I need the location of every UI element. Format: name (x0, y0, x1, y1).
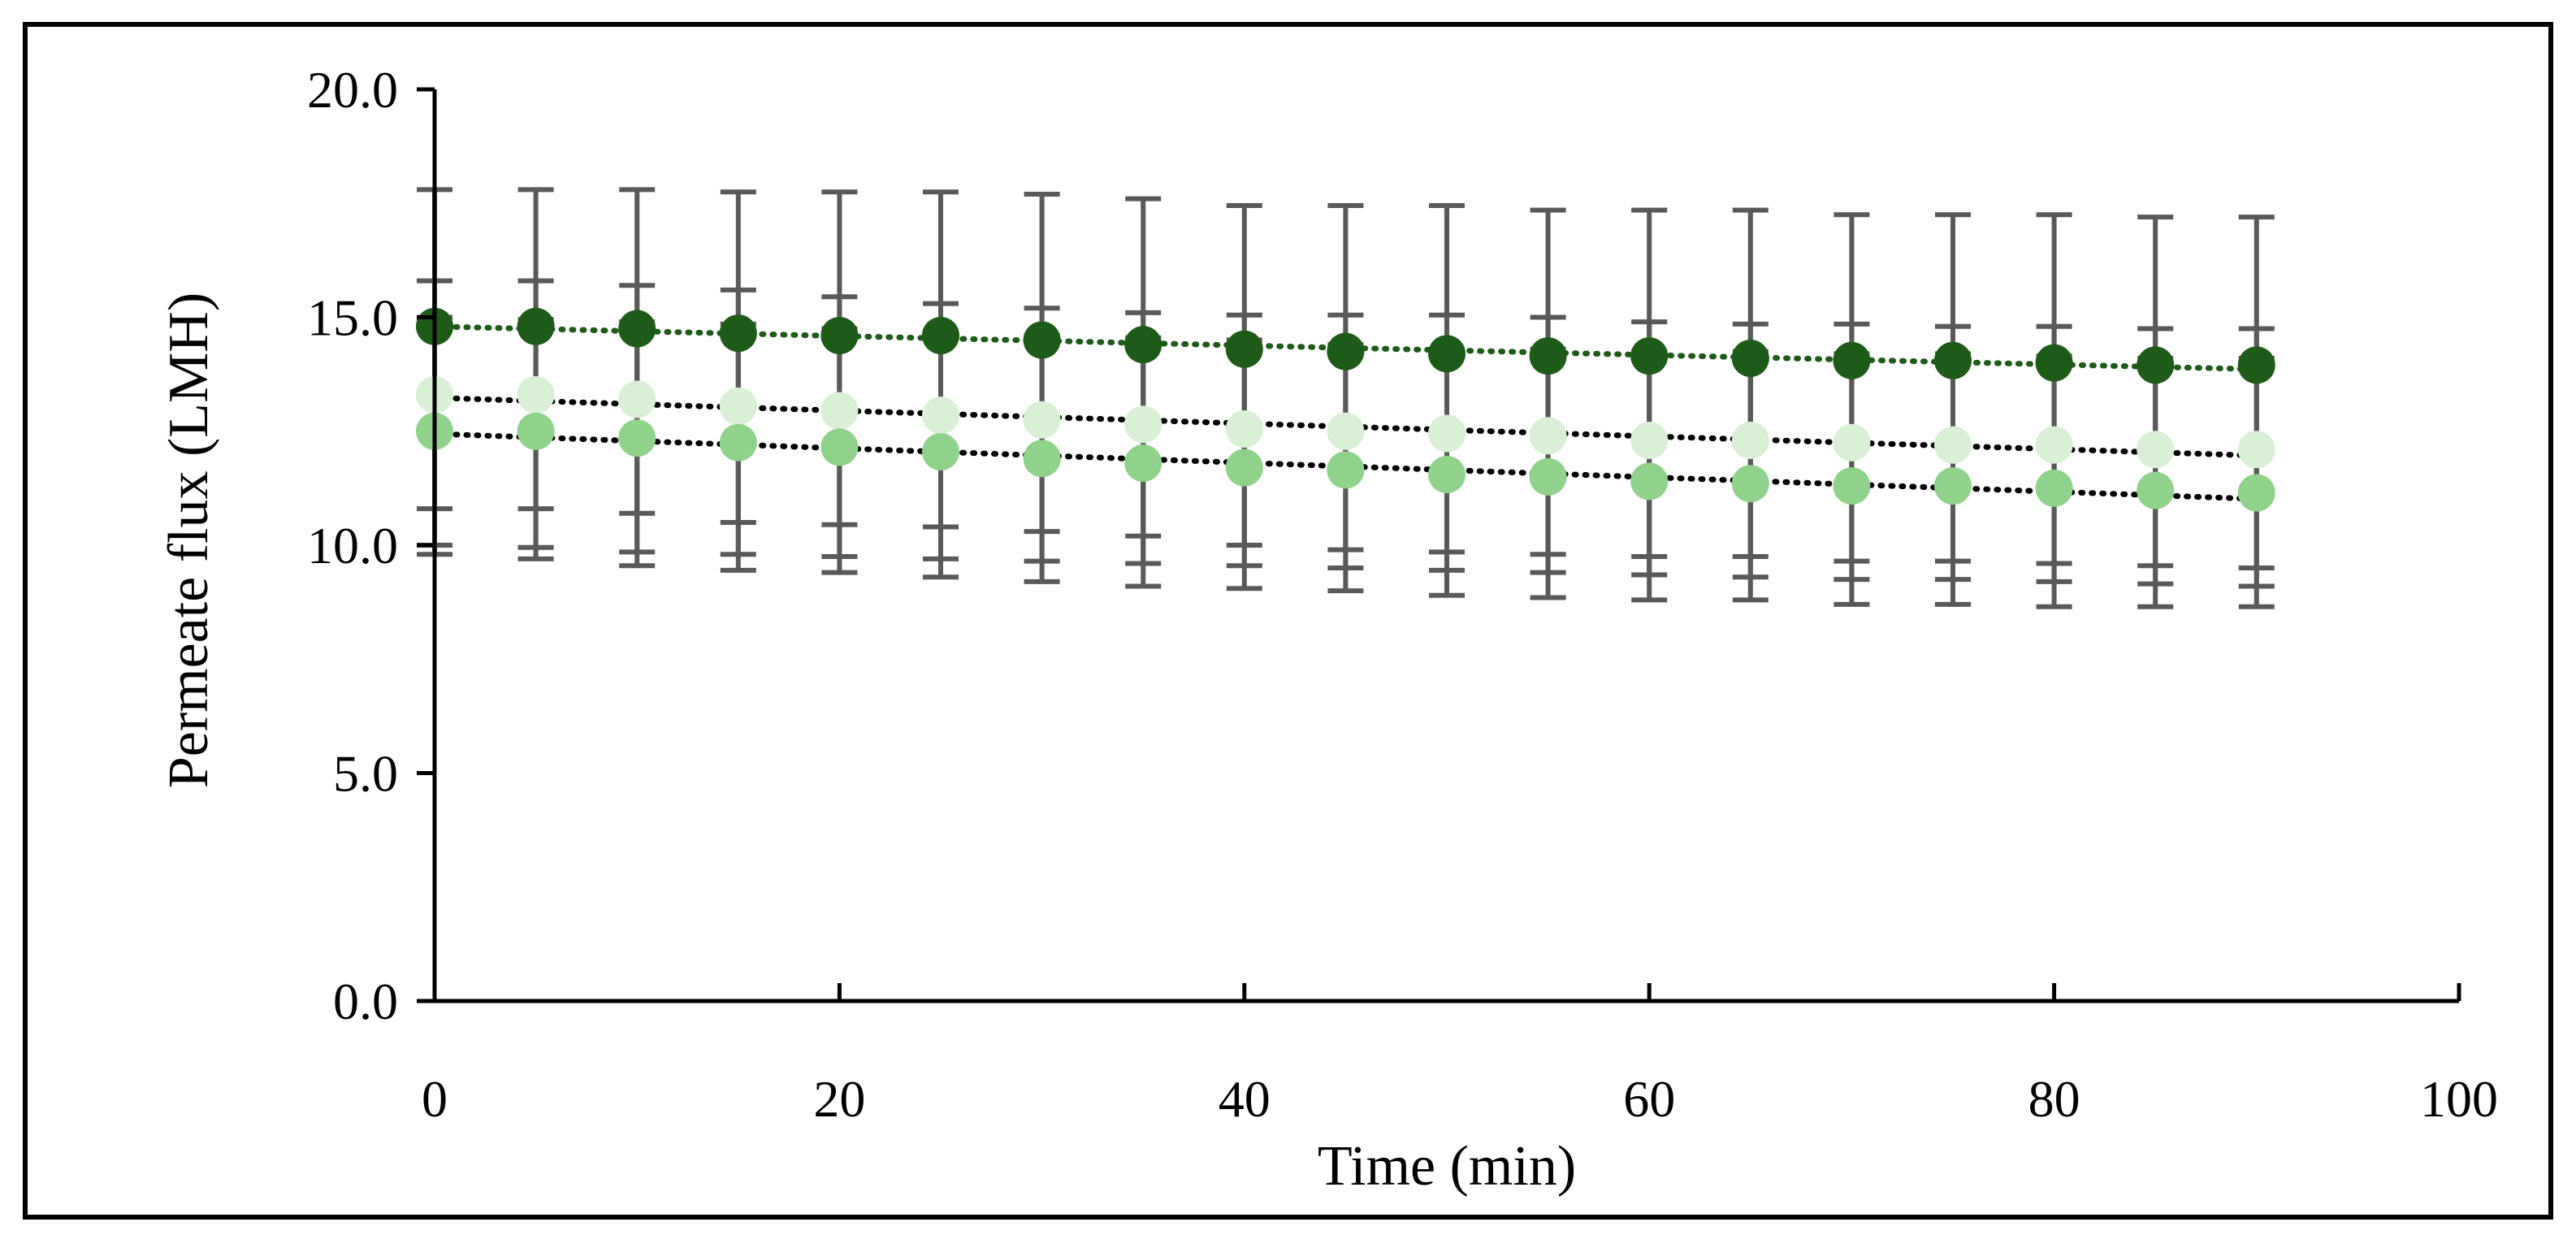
point-s3 (1327, 451, 1365, 489)
point-s3 (2137, 471, 2175, 509)
point-s1 (1934, 341, 1972, 379)
point-s2 (1833, 423, 1871, 462)
point-s1 (820, 316, 859, 354)
point-s3 (922, 432, 959, 470)
point-s2 (1630, 421, 1669, 459)
point-s3 (1225, 448, 1263, 487)
point-s1 (1327, 332, 1365, 370)
point-s1 (1630, 337, 1669, 375)
point-s1 (517, 307, 555, 345)
point-s2 (922, 396, 959, 435)
y-axis-title: Permeate flux (LMH) (158, 292, 220, 788)
x-tick-label: 40 (1219, 1070, 1271, 1128)
point-s2 (1225, 410, 1263, 448)
y-tick-label: 20.0 (307, 61, 398, 119)
point-s2 (2237, 431, 2275, 469)
x-axis-title: Time (min) (1318, 1135, 1576, 1198)
point-s1 (1225, 330, 1263, 368)
x-tick-label: 20 (813, 1070, 865, 1128)
y-tick-label: 0.0 (333, 973, 398, 1030)
point-s2 (517, 375, 555, 414)
point-s1 (2035, 344, 2073, 382)
point-s2 (820, 392, 859, 430)
point-s3 (1023, 440, 1061, 478)
point-s3 (1630, 462, 1669, 500)
outer-border (23, 22, 2553, 1220)
point-s1 (1731, 339, 1769, 377)
axes: 0.0 5.0 10.0 15.0 20.0 0 20 40 60 80 100 (307, 61, 2498, 1128)
point-s1 (2237, 346, 2275, 384)
point-s1 (1428, 335, 1466, 373)
point-s2 (1124, 405, 1162, 444)
point-s1 (1023, 321, 1061, 359)
point-s3 (618, 419, 656, 457)
y-ticks: 0.0 5.0 10.0 15.0 20.0 (307, 61, 435, 1030)
point-s1 (922, 316, 959, 354)
plot-area (416, 187, 2275, 609)
x-tick-label: 80 (2028, 1070, 2080, 1128)
x-tick-label: 100 (2420, 1070, 2498, 1128)
point-s3 (1934, 467, 1972, 505)
point-s1 (719, 314, 757, 353)
point-s2 (719, 387, 757, 425)
x-ticks: 0 20 40 60 80 100 (422, 983, 2498, 1128)
point-s1 (2137, 346, 2175, 384)
point-s3 (1428, 456, 1466, 494)
point-s3 (2035, 469, 2073, 507)
point-s3 (1833, 467, 1871, 505)
x-tick-label: 0 (422, 1070, 448, 1128)
point-s1 (1833, 341, 1871, 379)
point-s2 (1934, 426, 1972, 464)
point-s2 (2137, 431, 2175, 469)
y-tick-label: 15.0 (307, 289, 398, 347)
point-s1 (1529, 337, 1567, 375)
point-s2 (1529, 417, 1567, 455)
point-s3 (2237, 474, 2275, 512)
point-s3 (1124, 444, 1162, 483)
point-s2 (1428, 414, 1466, 453)
y-tick-label: 5.0 (333, 745, 398, 803)
point-s3 (1731, 465, 1769, 503)
point-s3 (1529, 457, 1567, 496)
point-s3 (517, 412, 555, 450)
data-markers (416, 307, 2275, 512)
point-s2 (618, 380, 656, 418)
point-s1 (1124, 326, 1162, 364)
point-s2 (1731, 421, 1769, 459)
point-s3 (719, 423, 757, 462)
x-tick-label: 60 (1623, 1070, 1675, 1128)
point-s3 (820, 428, 859, 466)
point-s2 (1327, 412, 1365, 450)
point-s2 (2035, 426, 2073, 464)
y-tick-label: 10.0 (307, 517, 398, 574)
point-s2 (1023, 401, 1061, 439)
point-s1 (618, 310, 656, 348)
